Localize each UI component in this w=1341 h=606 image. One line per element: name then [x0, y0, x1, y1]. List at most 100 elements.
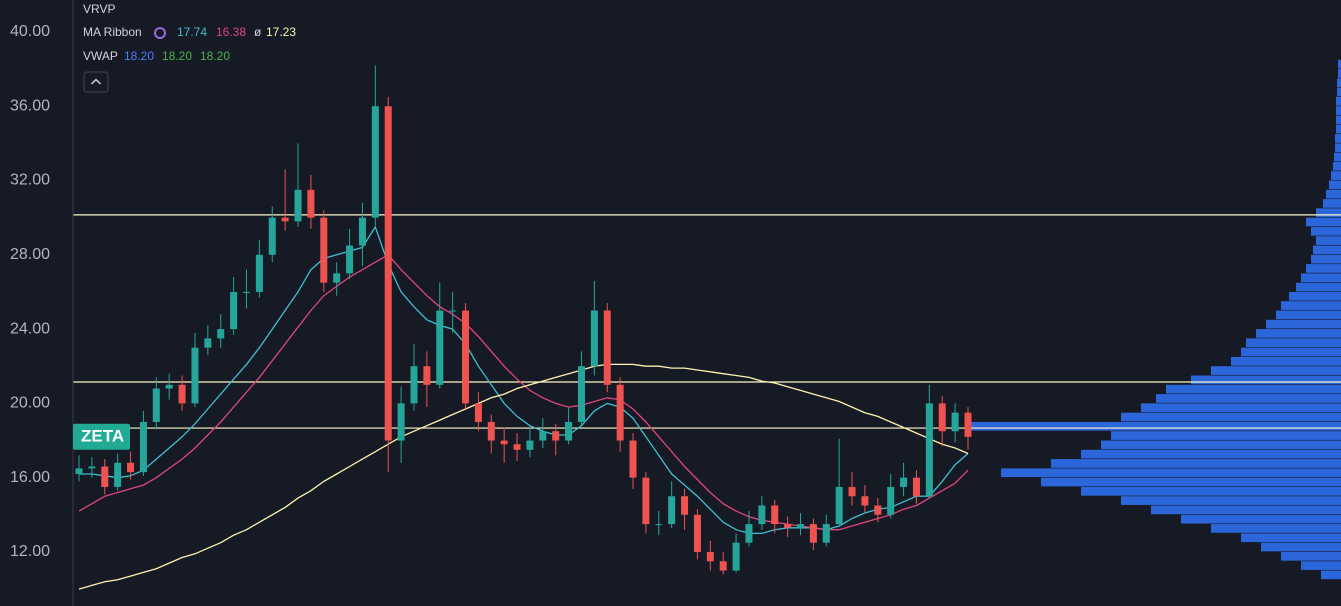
ma-ribbon-icon: [154, 27, 166, 39]
candle-body: [887, 486, 895, 515]
y-tick-label: 12.00: [10, 543, 50, 560]
volume-profile-bar: [1323, 199, 1341, 208]
legend: VRVP MA Ribbon 17.74 16.38 ø 17.23 VWAP …: [83, 2, 296, 93]
volume-profile-bar: [1336, 106, 1341, 115]
candle-body: [642, 477, 650, 525]
y-tick-label: 36.00: [10, 97, 50, 114]
candle-body: [912, 477, 920, 497]
volume-profile-bar: [1311, 254, 1341, 264]
collapse-button[interactable]: [83, 71, 109, 93]
candle-body: [603, 310, 611, 385]
collapse-button-frame[interactable]: [83, 71, 109, 93]
volume-profile-bar: [1241, 347, 1341, 357]
candle-body: [629, 440, 637, 478]
candle-body: [358, 217, 366, 246]
volume-profile-bar: [1333, 161, 1341, 171]
moving-average-line: [78, 363, 969, 590]
candle-body: [294, 189, 302, 222]
volume-profile-bar: [1241, 533, 1341, 543]
volume-profile-bar: [1331, 171, 1341, 180]
volume-profile-bar: [1316, 208, 1341, 218]
collapse-icon[interactable]: [90, 78, 102, 85]
volume-profile-bar: [1211, 366, 1341, 375]
volume-profile-bar: [1338, 59, 1341, 69]
candle-body: [706, 551, 714, 562]
candle-body: [835, 486, 843, 525]
candle-body: [230, 291, 238, 330]
volume-profile-bar: [1289, 291, 1341, 301]
candle-body: [616, 384, 624, 441]
candle-body: [732, 542, 740, 571]
volume-profile-bar: [1306, 264, 1341, 273]
volume-profile-bar: [1301, 561, 1341, 570]
candle-body: [951, 412, 959, 432]
candle-body: [255, 254, 263, 292]
volume-profile-bar: [1335, 143, 1341, 153]
volume-profile-bar: [1111, 431, 1341, 440]
candle-body: [320, 217, 328, 283]
y-tick-label: 24.00: [10, 320, 50, 337]
volume-profile-bar: [1281, 301, 1341, 310]
candle-body: [900, 477, 908, 487]
candle-body: [771, 505, 779, 525]
candle-body: [526, 440, 534, 450]
candle-body: [217, 329, 225, 339]
volume-profile-bar: [1256, 329, 1341, 338]
candle-body: [655, 524, 663, 526]
candle-body: [822, 524, 830, 543]
volume-profile-bar: [1266, 319, 1341, 329]
legend-readout: 18.20: [162, 49, 192, 63]
volume-profile-bar: [1337, 78, 1341, 88]
volume-profile-bar: [971, 421, 1341, 431]
volume-profile-bar: [1296, 282, 1341, 292]
candle-body: [848, 486, 856, 497]
volume-profile-bar: [1041, 477, 1341, 487]
y-tick-label: 40.00: [10, 23, 50, 40]
candle-body: [101, 466, 109, 487]
candle-body: [565, 421, 573, 441]
candle-body: [165, 384, 173, 389]
volume-profile-bar: [1336, 96, 1341, 106]
candle-body: [242, 291, 250, 293]
volume-profile-bar: [1326, 189, 1341, 199]
volume-profile-bar: [1336, 115, 1341, 125]
candle-body: [797, 524, 805, 528]
y-tick-label: 16.00: [10, 469, 50, 486]
candle-body: [500, 440, 508, 445]
candle-body: [139, 421, 147, 473]
y-tick-label: 32.00: [10, 172, 50, 189]
volume-profile-bar: [1261, 542, 1341, 552]
candle-body: [436, 310, 444, 385]
legend-vrvp: VRVP: [83, 2, 115, 16]
candle-body: [307, 189, 315, 218]
candle-body: [88, 466, 96, 469]
symbol-label: ZETA: [81, 426, 124, 445]
volume-profile-bar: [1246, 338, 1341, 348]
volume-profile-bar: [1166, 384, 1341, 394]
symbol-label-box: [73, 423, 130, 450]
y-tick-label: 28.00: [10, 246, 50, 263]
candle-body: [784, 524, 792, 528]
volume-profile-bar: [1211, 524, 1341, 533]
candle-body: [423, 366, 431, 385]
volume-profile-bar: [1276, 310, 1341, 320]
volume-profile-bar: [1121, 412, 1341, 422]
legend-ma-ribbon: MA Ribbon: [83, 25, 142, 39]
volume-profile-bar: [1081, 486, 1341, 496]
volume-profile-bar: [1306, 217, 1341, 227]
volume-profile-bar: [1141, 403, 1341, 413]
candle-body: [552, 431, 560, 441]
volume-profile-bar: [1231, 356, 1341, 366]
candle-body: [152, 388, 160, 422]
legend-readout: 16.38: [216, 25, 246, 39]
candle-body: [668, 496, 676, 525]
plot-area: [73, 59, 1341, 590]
candle-body: [397, 403, 405, 441]
volume-profile-bar: [1334, 152, 1341, 162]
legend-readout: 17.23: [266, 25, 296, 39]
candle-body: [758, 505, 766, 525]
volume-profile-bar: [1281, 551, 1341, 561]
candle-body: [281, 217, 289, 222]
